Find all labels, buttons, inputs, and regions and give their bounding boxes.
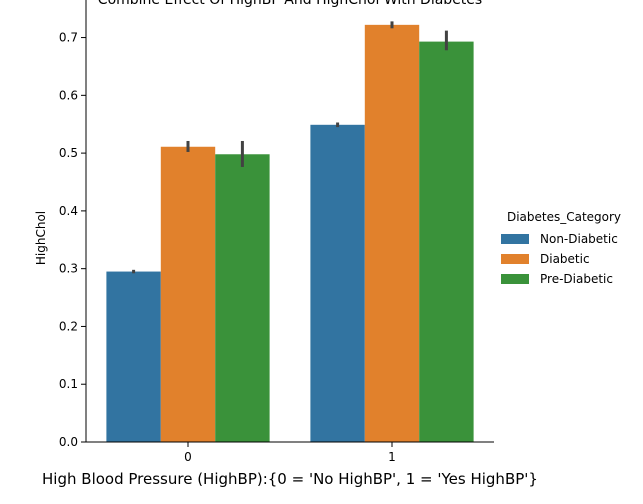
y-tick-label: 0.6 [59,88,78,102]
bar-non-diabetic-1 [310,124,365,443]
y-tick-label: 0.2 [59,319,78,333]
bar-diabetic-1 [364,24,420,442]
legend-label-non-diabetic: Non-Diabetic [540,232,618,246]
y-tick-label: 0.5 [59,146,78,160]
legend: Diabetes_Category Non-Diabetic Diabetic Pr… [501,210,621,286]
y-axis-label: HighChol [34,211,48,265]
legend-title: Diabetes_Category [507,210,621,224]
y-tick-label: 0.4 [59,204,78,218]
x-tick-label: 1 [388,450,396,464]
bar-pre-diabetic-0 [215,154,270,442]
legend-swatch-non-diabetic [501,234,529,244]
y-tick-label: 0.0 [59,435,78,449]
legend-label-pre-diabetic: Pre-Diabetic [540,272,613,286]
legend-label-diabetic: Diabetic [540,252,590,266]
bar-diabetic-0 [160,146,216,442]
bar-non-diabetic-0 [106,271,161,442]
bar-pre-diabetic-1 [419,41,474,442]
y-tick-label: 0.1 [59,377,78,391]
x-tick-label: 0 [184,450,192,464]
plot-area: 0.0 0.1 0.2 0.3 0.4 0.5 0.6 0.7 0 1 [59,0,494,464]
y-tick-label: 0.7 [59,31,78,45]
x-axis-label: High Blood Pressure (HighBP):{0 = 'No Hi… [42,470,538,488]
chart-title: Combine Effect Of HighBP And HighChol Wi… [98,0,482,8]
y-tick-label: 0.3 [59,262,78,276]
legend-swatch-pre-diabetic [501,274,529,284]
legend-swatch-diabetic [501,254,529,264]
